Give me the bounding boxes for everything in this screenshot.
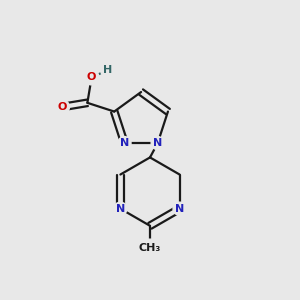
Circle shape [100,64,114,77]
Text: N: N [120,138,129,148]
Circle shape [151,136,164,150]
Text: N: N [116,204,125,214]
Circle shape [114,202,127,215]
Text: H: H [103,65,112,75]
Text: N: N [153,138,162,148]
Circle shape [141,239,159,257]
Text: O: O [87,72,96,82]
Text: CH₃: CH₃ [139,243,161,253]
Text: N: N [175,204,184,214]
Circle shape [55,100,69,115]
Circle shape [118,136,131,150]
Circle shape [84,70,99,85]
Circle shape [173,202,186,215]
Text: O: O [57,102,67,112]
